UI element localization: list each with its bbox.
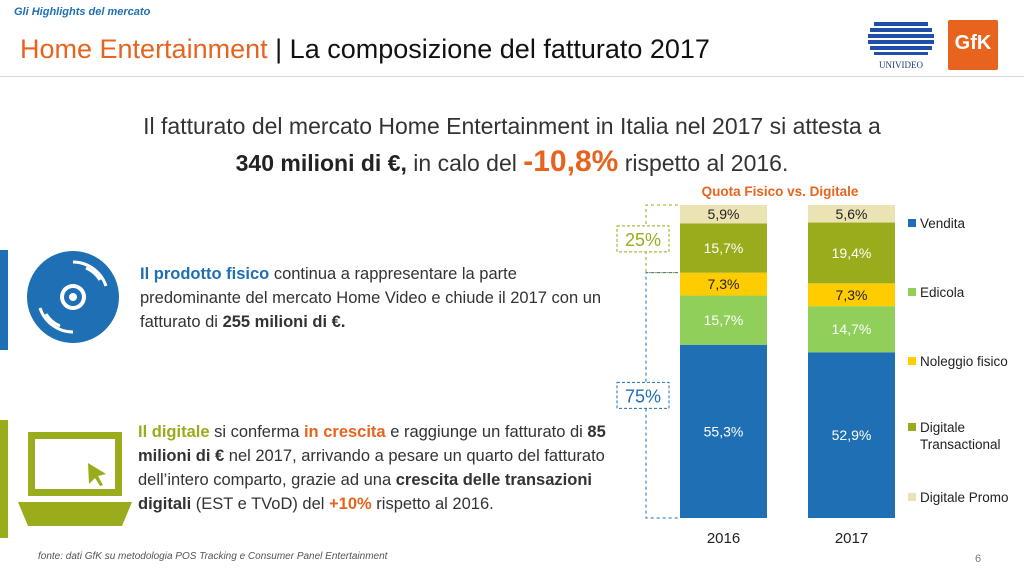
share-box-1 (616, 381, 670, 409)
legend-swatch-2 (908, 288, 916, 296)
bar-segment-2016-2 (680, 295, 767, 345)
title-part1: Home Entertainment (20, 34, 268, 64)
digital-amount: 85 milioni di € (138, 423, 606, 465)
bar-label-2016-1: 55,3% (704, 423, 744, 439)
legend-label-1: Vendita (920, 216, 966, 231)
legend-label-2: Edicola (920, 285, 965, 300)
univideo-logo: UNIVIDEO (868, 22, 934, 70)
bar-label-2016-3: 7,3% (708, 276, 740, 292)
bar-segment-2017-4 (808, 222, 895, 284)
x-tick-2016: 2016 (707, 530, 740, 547)
legend-swatch-3 (908, 357, 916, 365)
bar-label-2017-2: 14,7% (832, 321, 872, 337)
bar-label-2017-4: 19,4% (832, 245, 872, 261)
section-kicker: Gli Highlights del mercato (14, 6, 151, 18)
physical-amount: 255 milioni di €. (222, 313, 346, 331)
gfk-wordmark: GfK (954, 32, 992, 54)
bar-segment-2016-4 (680, 223, 767, 273)
bar-segment-2016-1 (680, 344, 767, 518)
headline-mid: in calo del (406, 150, 524, 176)
bar-label-2017-1: 52,9% (832, 427, 872, 443)
bar-segment-2017-3 (808, 283, 895, 307)
title-separator: | (275, 34, 283, 64)
headline-end: rispetto al 2016. (618, 150, 789, 176)
headline: Il fatturato del mercato Home Entertainm… (0, 108, 1024, 181)
chart-title: Quota Fisico vs. Digitale (701, 184, 859, 199)
digital-growth-phrase: crescita delle transazioni digitali (138, 471, 592, 513)
digital-text4: (EST e TVoD) del (191, 495, 330, 513)
physical-paragraph: Il prodotto fisico continua a rappresent… (140, 262, 610, 334)
legend-swatch-4 (908, 423, 916, 431)
headline-amount: 340 milioni di €, (235, 150, 407, 176)
digital-growth-word: in crescita (303, 423, 386, 441)
laptop-icon (18, 432, 132, 526)
cursor-icon (88, 463, 106, 486)
bar-segment-2016-5 (680, 205, 767, 224)
bar-segment-2017-1 (808, 352, 895, 518)
stacked-bar-chart: 55,3% 15,7% 7,3% 15,7% 5,9% 2016 52,9% 14,7% 7,3… (616, 204, 1009, 547)
share-annotation-2: 25% (625, 230, 661, 250)
bar-label-2017-5: 5,6% (836, 206, 868, 222)
bracket-2 (645, 204, 678, 274)
legend-label-4: Digitale (920, 420, 965, 435)
physical-lead: Il prodotto fisico (140, 265, 270, 283)
univideo-wordmark: UNIVIDEO (879, 60, 923, 70)
bar-label-2017-3: 7,3% (836, 287, 868, 303)
legend-label-5: Digitale Promo (920, 490, 1009, 505)
physical-text: continua a rappresentare la parte predom… (140, 265, 602, 331)
digital-text5: rispetto al 2016. (371, 495, 494, 513)
gfk-logo: GfK (948, 20, 998, 70)
page-number: 6 (975, 553, 982, 565)
legend-swatch-5 (908, 493, 916, 501)
legend-label-3: Noleggio fisico (920, 354, 1008, 369)
digital-accent-bar (0, 420, 8, 538)
bar-segment-2017-5 (808, 205, 895, 223)
bar-label-2016-4: 15,7% (704, 240, 744, 256)
digital-text1: si conferma (209, 423, 304, 441)
physical-accent-bar (0, 250, 8, 350)
globe-stripes-icon (868, 22, 934, 55)
bar-label-2016-5: 5,9% (708, 206, 740, 222)
headline-change: -10,8% (523, 145, 619, 178)
legend-swatch-1 (908, 219, 916, 227)
page-title: Home Entertainment | La composizione del… (20, 34, 710, 65)
title-divider (0, 76, 1024, 77)
share-box-2 (616, 225, 670, 253)
title-part2: La composizione del fatturato 2017 (289, 34, 710, 64)
source-footnote: fonte: dati GfK su metodologia POS Track… (38, 551, 388, 562)
headline-line2: 340 milioni di €, in calo del -10,8% ris… (0, 144, 1024, 181)
digital-lead: Il digitale (138, 423, 210, 441)
bar-segment-2017-2 (808, 306, 895, 353)
legend-label-4-line2: Transactional (920, 437, 1001, 452)
digital-text2: e raggiunge un fatturato di (385, 423, 588, 441)
share-annotation-1: 75% (625, 386, 661, 406)
digital-paragraph: Il digitale si conferma in crescita e ra… (138, 420, 608, 516)
bar-label-2016-2: 15,7% (704, 312, 744, 328)
bar-segment-2016-3 (680, 272, 767, 296)
headline-line1: Il fatturato del mercato Home Entertainm… (143, 113, 881, 139)
digital-growth-rate: +10% (329, 495, 372, 513)
digital-text3: nel 2017, arrivando a pesare un quarto d… (138, 447, 605, 489)
x-tick-2017: 2017 (835, 530, 868, 547)
disc-icon (27, 251, 119, 343)
